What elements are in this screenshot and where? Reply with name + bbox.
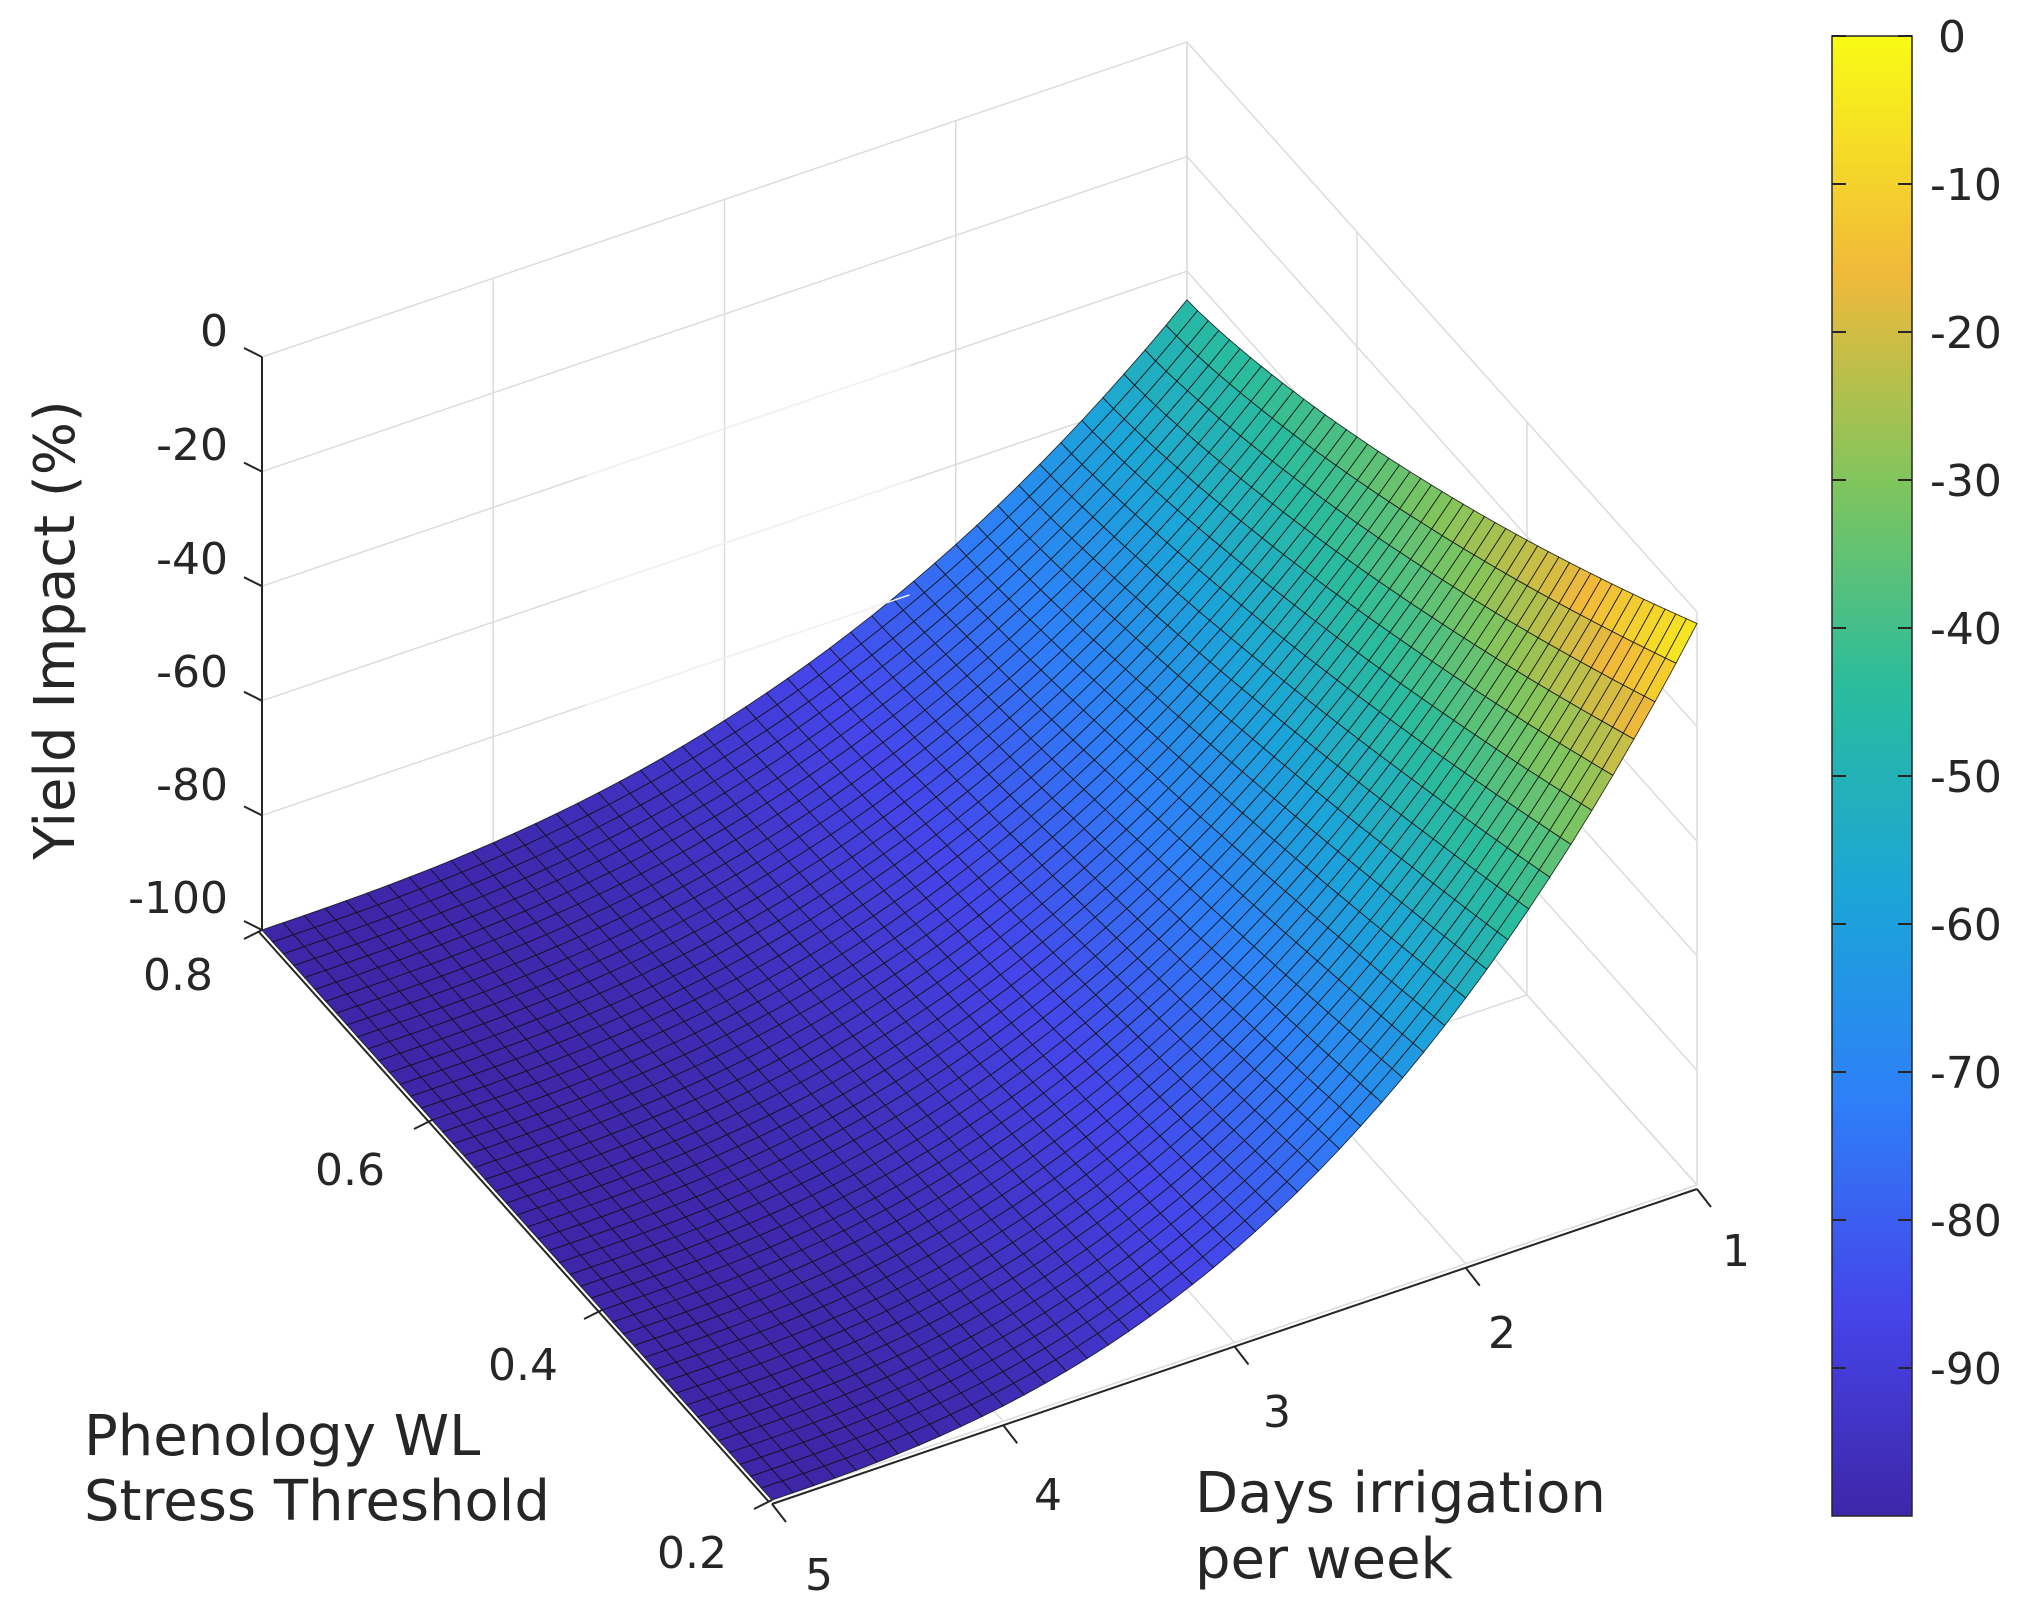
z-axis-title: Yield Impact (%) — [23, 400, 88, 861]
z-tick-label: -20 — [156, 420, 228, 471]
y-axis-ticks: 0.8 0.6 0.4 0.2 — [143, 950, 727, 1579]
grid-line — [771, 1184, 1698, 1501]
overlay-line — [585, 479, 910, 592]
colorbar-tick-label: -70 — [1930, 1048, 2002, 1099]
z-axis-ticks: 0 -20 -40 -60 -80 -100 — [128, 306, 228, 924]
y-tick-mark — [583, 1309, 603, 1320]
x-tick-label: 3 — [1263, 1387, 1291, 1438]
overlay-line — [585, 594, 910, 706]
x-axis-ticks: 1 2 3 4 5 — [805, 1226, 1750, 1601]
surface-grid-overlay — [585, 364, 910, 706]
colorbar-tick-label: -90 — [1930, 1344, 2002, 1395]
colorbar-tick-label: -60 — [1930, 900, 2002, 951]
x-tick-mark — [771, 1503, 787, 1523]
x-tick-mark — [1464, 1267, 1481, 1287]
z-tick-label: -100 — [128, 873, 228, 924]
y-tick-mark — [753, 1499, 773, 1510]
z-tick-mark — [243, 347, 263, 358]
z-tick-mark — [243, 461, 263, 473]
y-axis-title-line1: Phenology WL — [84, 1404, 480, 1469]
z-tick-mark — [243, 690, 263, 702]
y-tick-label: 0.4 — [488, 1340, 558, 1391]
z-tick-label: 0 — [200, 306, 228, 357]
y-axis-title-line2: Stress Threshold — [84, 1469, 550, 1534]
x-tick-label: 1 — [1722, 1226, 1750, 1277]
x-tick-label: 4 — [1034, 1470, 1062, 1521]
z-tick-label: -40 — [156, 534, 228, 585]
x-tick-mark — [1002, 1424, 1019, 1444]
colorbar: 0 -10 -20 -30 -40 -50 -60 -70 -80 -90 — [1831, 12, 2002, 1517]
y-axis-line — [258, 931, 770, 1503]
colorbar-tick-label: -20 — [1930, 308, 2002, 359]
y-tick-label: 0.2 — [657, 1528, 727, 1579]
overlay-line — [585, 364, 910, 477]
z-tick-mark — [243, 576, 263, 588]
x-tick-label: 2 — [1488, 1308, 1516, 1359]
colorbar-tick-label: -50 — [1930, 752, 2002, 803]
colorbar-tick-label: -40 — [1930, 604, 2002, 655]
y-tick-label: 0.6 — [315, 1145, 385, 1196]
y-tick-mark — [243, 929, 263, 940]
z-tick-label: -60 — [156, 647, 228, 698]
axis-lines — [243, 347, 1712, 1523]
x-tick-mark — [1233, 1345, 1250, 1366]
x-tick-mark — [1696, 1188, 1712, 1208]
z-tick-mark — [243, 805, 263, 817]
x-tick-label: 5 — [805, 1550, 833, 1601]
y-tick-mark — [413, 1119, 433, 1130]
grid-line — [261, 155, 1188, 473]
grid-line — [261, 41, 1188, 358]
z-tick-mark — [243, 920, 263, 931]
x-axis-title-line1: Days irrigation — [1195, 1461, 1606, 1526]
z-tick-label: -80 — [156, 760, 228, 811]
surface-cell — [760, 1480, 794, 1501]
colorbar-tick-label: -30 — [1930, 456, 2002, 507]
colorbar-tick-label: -10 — [1930, 160, 2002, 211]
yield-surface — [261, 299, 1698, 1501]
x-axis-title-line2: per week — [1195, 1527, 1454, 1592]
colorbar-tick-marks — [1832, 35, 1912, 1369]
colorbar-tick-label: -80 — [1930, 1196, 2002, 1247]
colorbar-tick-label: 0 — [1938, 12, 1966, 63]
grid-line — [1186, 41, 1698, 613]
y-tick-label: 0.8 — [143, 950, 213, 1001]
